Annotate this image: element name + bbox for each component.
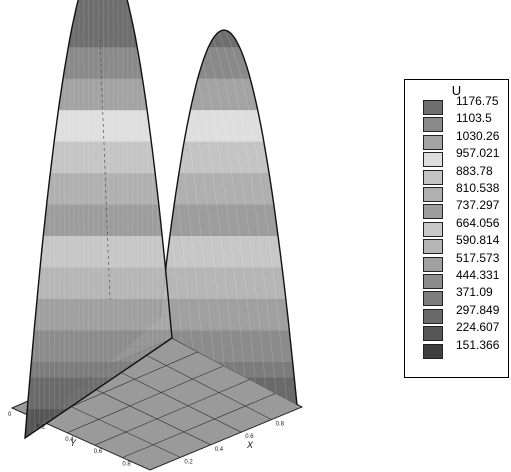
floor-grid xyxy=(10,337,304,471)
legend-row: 1103.5 xyxy=(405,111,508,133)
front-band xyxy=(25,346,172,363)
front-band xyxy=(25,173,172,190)
legend-title: U xyxy=(451,83,462,98)
front-band xyxy=(25,330,172,348)
legend-label: 444.331 xyxy=(456,268,500,282)
front-band xyxy=(25,110,172,127)
legend-label: 664.056 xyxy=(456,215,500,230)
surface-band xyxy=(0,441,511,458)
y-tick-label: 0.6 xyxy=(94,449,103,455)
legend-swatch xyxy=(423,326,443,342)
y-tick-label: 0.8 xyxy=(122,462,131,468)
legend-label: 224.607 xyxy=(456,320,500,335)
legend-row: 517.573 xyxy=(405,251,508,272)
surface-band xyxy=(0,456,511,472)
front-band xyxy=(25,188,172,206)
floor-gridline xyxy=(139,351,272,420)
legend-label: 371.09 xyxy=(456,285,493,300)
front-band xyxy=(25,251,172,269)
legend-row: 957.021 xyxy=(405,146,508,168)
legend-row: 1030.26 xyxy=(405,129,508,150)
legend-swatch xyxy=(423,343,443,359)
back-arch-outline xyxy=(159,29,298,406)
floor-gridline xyxy=(107,365,242,433)
legend-row: 883.78 xyxy=(405,164,508,185)
legend-swatch xyxy=(423,187,443,202)
legend-swatch xyxy=(423,152,443,168)
front-band xyxy=(25,314,172,332)
legend-swatch xyxy=(423,221,443,237)
legend-row: 371.09 xyxy=(405,285,508,307)
legend-swatch xyxy=(423,204,443,220)
legend-swatch xyxy=(423,117,443,133)
x-axis-label: X xyxy=(246,440,254,450)
legend-row: 444.331 xyxy=(405,268,508,289)
legend-label: 1176.75 xyxy=(456,94,499,108)
front-band xyxy=(25,62,172,80)
front-band xyxy=(25,31,172,49)
floor-gridline xyxy=(122,392,277,458)
floor-gridline xyxy=(67,365,225,434)
legend-row: 737.297 xyxy=(405,198,508,220)
legend-label: 737.297 xyxy=(456,198,500,213)
legend-swatch xyxy=(423,239,443,255)
legend-row: 297.849 xyxy=(405,303,508,324)
front-band xyxy=(25,15,172,33)
front-band xyxy=(25,141,172,159)
front-band xyxy=(25,125,172,143)
legend-row: 590.814 xyxy=(405,233,508,255)
legend-row: 664.056 xyxy=(405,216,508,237)
front-band xyxy=(25,298,172,316)
front-band xyxy=(25,157,172,175)
legend-row: 151.366 xyxy=(405,338,508,359)
front-band xyxy=(25,236,172,253)
front-band xyxy=(25,47,172,64)
floor-gridline xyxy=(75,379,211,446)
floor-gridline xyxy=(94,379,251,446)
legend-label: 810.538 xyxy=(456,181,500,195)
front-band xyxy=(25,267,172,285)
legend-swatch xyxy=(423,169,443,185)
legend-swatch xyxy=(423,134,443,150)
legend-row: 810.538 xyxy=(405,181,508,202)
legend-label: 590.814 xyxy=(456,233,500,248)
y-axis-label: Y xyxy=(70,438,77,448)
legend-label: 297.849 xyxy=(456,302,500,317)
legend-row: 224.607 xyxy=(405,320,508,342)
legend-swatch xyxy=(423,291,443,307)
x-tick-label: 0.6 xyxy=(245,434,254,440)
legend-swatch xyxy=(423,256,443,272)
legend-label: 1103.5 xyxy=(456,111,492,126)
legend: U 1176.75 1103.5 1030.26 957.021 883.78 810.5… xyxy=(404,79,509,378)
front-band xyxy=(25,283,172,300)
y-tick-label: 0.4 xyxy=(65,437,74,443)
x-tick-label: 0.2 xyxy=(184,459,193,465)
axis-ticks: 0 0.2 0.4 0.6 0.8 Y 0.2 0.4 0.6 0.8 X xyxy=(8,412,285,468)
hidden-edge xyxy=(99,39,111,301)
legend-swatch xyxy=(423,308,443,324)
legend-swatch xyxy=(423,274,443,289)
legend-label: 883.78 xyxy=(456,163,493,178)
legend-label: 1030.26 xyxy=(456,128,500,143)
legend-swatch xyxy=(423,100,443,115)
x-tick-label: 0.8 xyxy=(276,422,285,428)
front-band xyxy=(25,220,172,237)
x-tick-label: 0.4 xyxy=(215,447,224,453)
front-band xyxy=(25,94,172,112)
front-arch-outline xyxy=(24,0,173,440)
legend-label: 957.021 xyxy=(456,146,500,161)
front-band xyxy=(25,204,172,222)
legend-label: 517.573 xyxy=(456,250,500,265)
y-tick-label: 0 xyxy=(8,412,12,418)
legend-row: 1176.75 xyxy=(405,94,508,115)
y-tick-label: 0.2 xyxy=(37,424,46,430)
legend-label: 151.366 xyxy=(456,337,500,352)
front-band xyxy=(0,456,511,472)
front-band xyxy=(0,441,511,458)
